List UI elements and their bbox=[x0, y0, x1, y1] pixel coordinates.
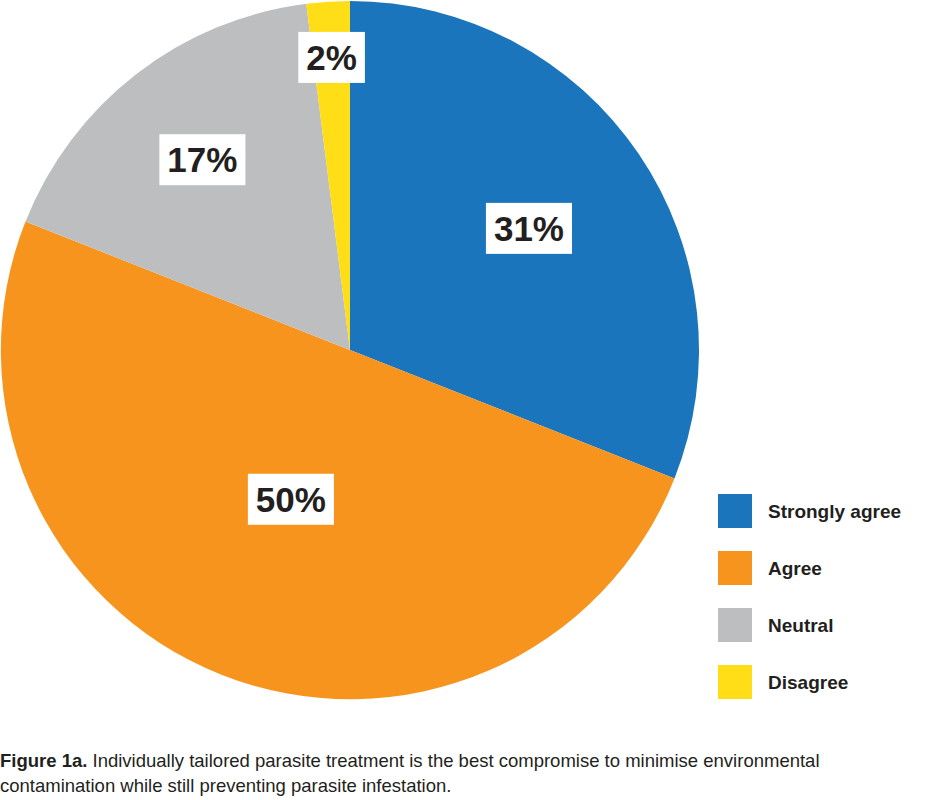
caption-space bbox=[87, 750, 92, 771]
data-label: 17% bbox=[159, 134, 245, 185]
legend-label: Strongly agree bbox=[768, 501, 901, 522]
data-label: 31% bbox=[486, 203, 572, 254]
legend-swatch bbox=[718, 665, 752, 699]
legend-item: Disagree bbox=[718, 665, 848, 699]
label-box bbox=[298, 32, 365, 83]
caption-label: Figure 1a. bbox=[0, 750, 87, 771]
data-label-text: 31% bbox=[494, 209, 564, 248]
legend-swatch bbox=[718, 551, 752, 585]
data-label-text: 2% bbox=[306, 38, 357, 77]
legend-item: Neutral bbox=[718, 608, 833, 642]
legend: Strongly agree Agree Neutral Disagree bbox=[718, 494, 901, 699]
legend-item: Agree bbox=[718, 551, 822, 585]
data-label: 50% bbox=[248, 474, 334, 525]
pie bbox=[1, 1, 699, 699]
legend-label: Disagree bbox=[768, 672, 848, 693]
label-box bbox=[248, 474, 334, 525]
caption-text: Individually tailored parasite treatment… bbox=[0, 750, 820, 796]
data-label: 2% bbox=[298, 32, 365, 83]
label-box bbox=[486, 203, 572, 254]
legend-label: Agree bbox=[768, 558, 822, 579]
legend-swatch bbox=[718, 608, 752, 642]
legend-item: Strongly agree bbox=[718, 494, 901, 528]
data-label-text: 17% bbox=[167, 140, 237, 179]
legend-swatch bbox=[718, 494, 752, 528]
label-box bbox=[159, 134, 245, 185]
caption: Figure 1a. Individually tailored parasit… bbox=[0, 748, 880, 798]
plot-area bbox=[1, 1, 699, 699]
data-labels: 31% 50% 17% 2% bbox=[159, 32, 572, 525]
legend-label: Neutral bbox=[768, 615, 833, 636]
chart: 31% 50% 17% 2% Strongly agree Agree Neutral Dis… bbox=[0, 0, 949, 745]
data-label-text: 50% bbox=[256, 480, 326, 519]
